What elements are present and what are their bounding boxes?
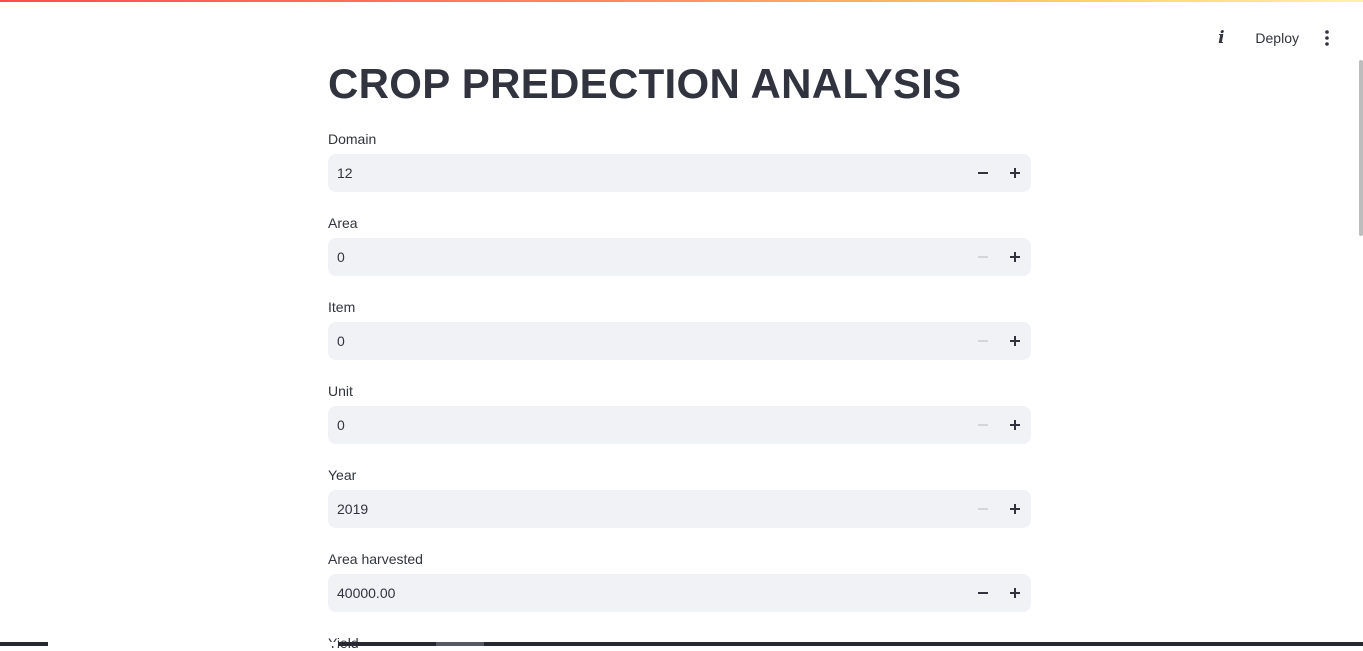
main-menu-button[interactable] bbox=[1313, 24, 1341, 52]
number-input-area-harvested: Area harvested bbox=[328, 550, 1031, 568]
increment-button[interactable] bbox=[999, 490, 1031, 528]
number-input-unit: Unit bbox=[328, 382, 1031, 400]
number-field[interactable] bbox=[328, 322, 967, 360]
minus-icon bbox=[978, 172, 988, 174]
scrollbar-segment bbox=[436, 642, 484, 646]
number-field[interactable] bbox=[328, 154, 967, 192]
horizontal-scrollbar[interactable] bbox=[0, 642, 1363, 646]
top-decoration-bar bbox=[0, 0, 1363, 2]
plus-icon bbox=[1010, 504, 1020, 514]
decrement-button[interactable] bbox=[967, 490, 999, 528]
kebab-vertical-icon bbox=[1325, 30, 1329, 46]
field-label: Area harvested bbox=[328, 550, 1031, 568]
increment-button[interactable] bbox=[999, 574, 1031, 612]
minus-icon bbox=[978, 256, 988, 258]
number-field[interactable] bbox=[328, 574, 967, 612]
number-input-area: Area bbox=[328, 214, 1031, 232]
decrement-button[interactable] bbox=[967, 154, 999, 192]
increment-button[interactable] bbox=[999, 322, 1031, 360]
increment-button[interactable] bbox=[999, 154, 1031, 192]
plus-icon bbox=[1010, 588, 1020, 598]
field-label: Domain bbox=[328, 130, 1031, 148]
number-input-domain: Domain bbox=[328, 130, 1031, 148]
main-content: CROP PREDECTION ANALYSIS Domain Area bbox=[328, 56, 1031, 112]
scrollbar-thumb[interactable] bbox=[48, 642, 338, 646]
field-label: Item bbox=[328, 298, 1031, 316]
number-input-box bbox=[328, 238, 1031, 276]
increment-button[interactable] bbox=[999, 406, 1031, 444]
number-input-box bbox=[328, 154, 1031, 192]
number-input-box bbox=[328, 490, 1031, 528]
decrement-button[interactable] bbox=[967, 574, 999, 612]
page-title: CROP PREDECTION ANALYSIS bbox=[328, 56, 1031, 112]
field-label: Year bbox=[328, 466, 1031, 484]
minus-icon bbox=[978, 424, 988, 426]
number-field[interactable] bbox=[328, 490, 967, 528]
deploy-button[interactable]: Deploy bbox=[1247, 26, 1307, 50]
field-label: Area bbox=[328, 214, 1031, 232]
page-scrollbar[interactable] bbox=[1359, 60, 1363, 236]
number-input-box bbox=[328, 406, 1031, 444]
plus-icon bbox=[1010, 336, 1020, 346]
plus-icon bbox=[1010, 168, 1020, 178]
decrement-button[interactable] bbox=[967, 406, 999, 444]
decrement-button[interactable] bbox=[967, 322, 999, 360]
info-icon[interactable]: i bbox=[1207, 24, 1235, 52]
plus-icon bbox=[1010, 420, 1020, 430]
number-input-year: Year bbox=[328, 466, 1031, 484]
minus-icon bbox=[978, 508, 988, 510]
info-glyph: i bbox=[1218, 28, 1224, 48]
app-toolbar: i Deploy bbox=[1207, 24, 1341, 52]
plus-icon bbox=[1010, 252, 1020, 262]
minus-icon bbox=[978, 592, 988, 594]
number-input-box bbox=[328, 322, 1031, 360]
field-label: Unit bbox=[328, 382, 1031, 400]
increment-button[interactable] bbox=[999, 238, 1031, 276]
number-field[interactable] bbox=[328, 238, 967, 276]
decrement-button[interactable] bbox=[967, 238, 999, 276]
number-input-item: Item bbox=[328, 298, 1031, 316]
number-field[interactable] bbox=[328, 406, 967, 444]
minus-icon bbox=[978, 340, 988, 342]
number-input-box bbox=[328, 574, 1031, 612]
